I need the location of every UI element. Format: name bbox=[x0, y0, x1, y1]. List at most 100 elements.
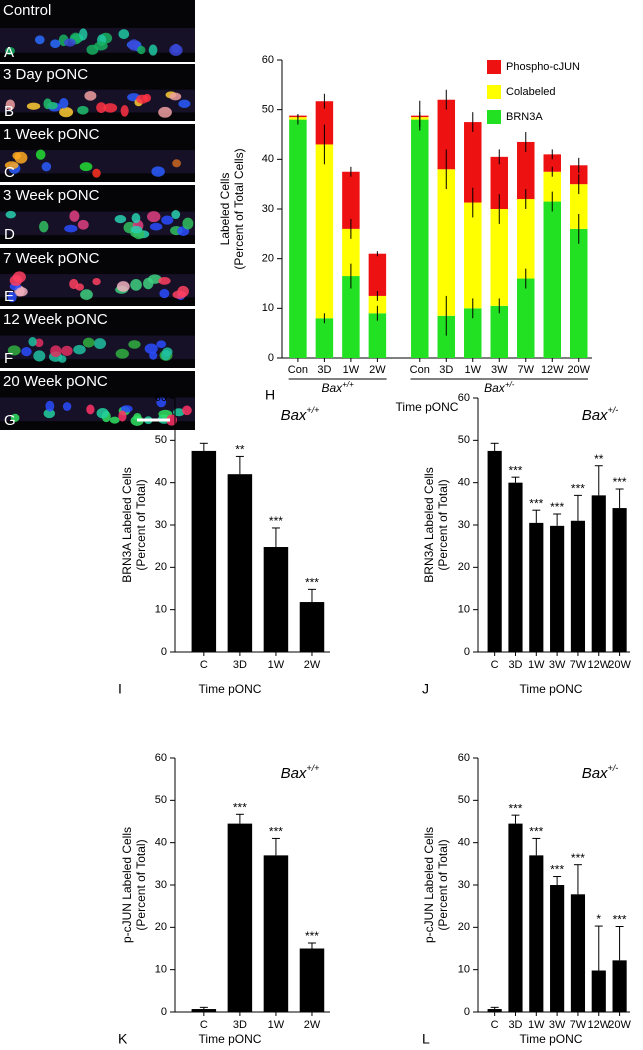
panel-letter: C bbox=[4, 164, 15, 181]
x-tick-label: 3D bbox=[508, 1019, 522, 1031]
cell-nucleus bbox=[136, 94, 149, 104]
panel-letter: I bbox=[118, 681, 122, 697]
y-tick-label: 60 bbox=[458, 392, 470, 404]
cell-nucleus bbox=[34, 338, 44, 348]
y-tick-label: 50 bbox=[155, 794, 167, 806]
y-tick-label: 0 bbox=[268, 352, 274, 364]
group-name: Bax bbox=[484, 381, 506, 395]
cell-nucleus bbox=[28, 337, 37, 347]
significance: *** bbox=[508, 463, 522, 477]
cell-nucleus bbox=[118, 29, 130, 40]
significance: *** bbox=[550, 863, 564, 877]
cell-nucleus bbox=[5, 210, 16, 219]
cell-nucleus bbox=[156, 340, 167, 348]
y-axis-label: BRN3A Labeled Cells bbox=[422, 467, 436, 582]
bar bbox=[570, 520, 586, 652]
legend-label: Phospho-cJUN bbox=[506, 61, 580, 73]
panel-caption: 12 Week pONC bbox=[3, 311, 108, 328]
y-tick-label: 0 bbox=[161, 646, 167, 658]
bar-segment bbox=[315, 144, 334, 319]
x-tick-label: Con bbox=[410, 364, 430, 376]
cell-nucleus bbox=[116, 281, 130, 292]
cell-nucleus bbox=[162, 347, 173, 357]
y-tick-label: 30 bbox=[458, 519, 470, 531]
cell-nucleus bbox=[109, 416, 120, 424]
group-sup: +/- bbox=[505, 380, 515, 389]
bar-segment bbox=[464, 122, 482, 203]
group-label: Bax+/+ bbox=[322, 380, 355, 396]
bar-segment bbox=[342, 228, 360, 277]
bar-segment bbox=[464, 202, 482, 309]
bar-segment bbox=[490, 305, 509, 358]
bar-segment bbox=[411, 119, 429, 358]
x-tick-label: 3W bbox=[549, 659, 566, 671]
cell-nucleus bbox=[21, 346, 32, 357]
x-tick-label: 1W bbox=[268, 1019, 285, 1031]
cell-nucleus bbox=[131, 213, 141, 224]
legend-swatch bbox=[487, 110, 501, 124]
panel-caption: 7 Week pONC bbox=[3, 250, 100, 267]
cell-nucleus bbox=[156, 397, 167, 408]
cell-nucleus bbox=[64, 38, 76, 47]
y-tick-label: 10 bbox=[155, 964, 167, 976]
y-tick-label: 20 bbox=[458, 921, 470, 933]
cell-nucleus bbox=[61, 345, 73, 356]
cell-nucleus bbox=[182, 217, 194, 230]
cell-nucleus bbox=[59, 97, 69, 109]
cell-nucleus bbox=[172, 159, 181, 168]
title-text: Bax bbox=[281, 407, 307, 424]
x-tick-label: 12W bbox=[541, 364, 564, 376]
y-tick-label: 40 bbox=[458, 837, 470, 849]
y-tick-label: 20 bbox=[155, 921, 167, 933]
cell-nucleus bbox=[45, 400, 55, 412]
significance: *** bbox=[508, 801, 522, 815]
bar-segment bbox=[543, 201, 561, 358]
cell-nucleus bbox=[9, 275, 23, 286]
bar bbox=[508, 482, 523, 652]
bar bbox=[529, 522, 544, 652]
x-tick-label: 1W bbox=[343, 364, 360, 376]
y-axis-label: p-cJUN Labeled Cells bbox=[120, 827, 134, 943]
x-tick-label: 2W bbox=[304, 659, 321, 671]
cell-nucleus bbox=[128, 39, 140, 51]
cell-nucleus bbox=[73, 344, 86, 355]
x-tick-label: 1W bbox=[528, 659, 545, 671]
cell-nucleus bbox=[103, 103, 118, 113]
bar-segment bbox=[437, 99, 456, 170]
x-tick-label: 3D bbox=[233, 1019, 247, 1031]
cell-nucleus bbox=[59, 107, 74, 118]
cell-nucleus bbox=[69, 210, 80, 222]
chart-title: Bax+/- bbox=[582, 405, 619, 424]
y-tick-label: 40 bbox=[155, 477, 167, 489]
significance: * bbox=[596, 912, 601, 926]
x-tick-label: 2W bbox=[304, 1019, 321, 1031]
significance: *** bbox=[305, 929, 319, 943]
panel-letter: A bbox=[4, 44, 14, 61]
y-tick-label: 0 bbox=[464, 1006, 470, 1018]
cell-nucleus bbox=[50, 345, 62, 358]
cell-nucleus bbox=[50, 39, 61, 49]
group-sup: +/+ bbox=[342, 380, 354, 389]
bar bbox=[263, 855, 289, 1012]
cell-nucleus bbox=[118, 410, 127, 422]
cell-nucleus bbox=[86, 404, 95, 415]
x-tick-label: 3D bbox=[439, 364, 453, 376]
cell-nucleus bbox=[84, 91, 97, 101]
x-tick-label: C bbox=[491, 659, 499, 671]
cell-nucleus bbox=[39, 220, 49, 233]
title-sup: +/- bbox=[608, 405, 619, 415]
cell-nucleus bbox=[128, 340, 141, 349]
y-tick-label: 40 bbox=[458, 477, 470, 489]
bar bbox=[529, 855, 544, 1012]
significance: *** bbox=[233, 800, 247, 814]
cell-nucleus bbox=[78, 28, 88, 41]
x-tick-label: 12W bbox=[587, 1019, 610, 1031]
bar-segment bbox=[570, 184, 588, 229]
x-tick-label: 1W bbox=[465, 364, 482, 376]
bar bbox=[550, 885, 565, 1012]
group-label: Bax+/- bbox=[484, 380, 515, 396]
bar-segment bbox=[570, 228, 588, 358]
x-tick-label: 1W bbox=[528, 1019, 545, 1031]
cell-nucleus bbox=[10, 413, 20, 422]
title-text: Bax bbox=[281, 765, 307, 782]
